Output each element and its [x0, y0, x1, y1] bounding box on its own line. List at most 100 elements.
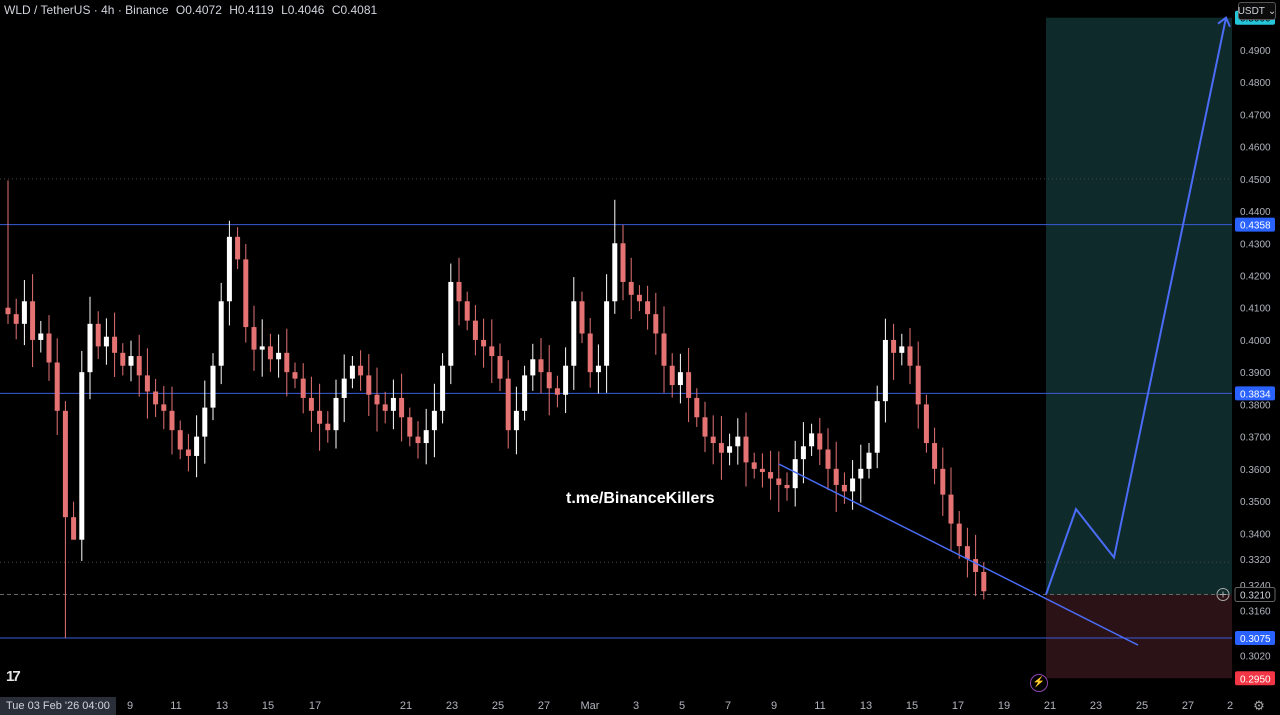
candle-body — [325, 423, 331, 431]
time-tick-label: 17 — [952, 700, 964, 712]
candle-body — [899, 346, 905, 353]
high-value: H0.4119 — [229, 3, 274, 17]
price-tick-label: 0.4400 — [1240, 207, 1271, 218]
stop-zone — [1046, 594, 1232, 679]
price-tick-label: 0.4200 — [1240, 272, 1271, 283]
candle-body — [390, 397, 396, 411]
candle-body — [423, 430, 429, 444]
candle-body — [571, 301, 577, 366]
candle-body — [718, 443, 724, 453]
candle-body — [907, 346, 913, 366]
candle-body — [103, 336, 109, 347]
time-tick-label: 9 — [771, 700, 777, 712]
price-tick-label: 0.4000 — [1240, 336, 1271, 347]
candle-body — [784, 484, 790, 489]
tradingview-logo[interactable]: 17 — [6, 668, 21, 685]
candle-body — [850, 478, 856, 492]
price-tag-label: 0.3075 — [1240, 634, 1271, 645]
candle-body — [759, 468, 765, 473]
candle-body — [833, 468, 839, 485]
candle-body — [858, 468, 864, 479]
currency-selector[interactable]: USDT ⌄ — [1238, 2, 1276, 20]
candle-body — [513, 410, 519, 431]
candle-body — [374, 394, 380, 405]
time-tick-label: 2 — [1227, 700, 1233, 712]
candle-body — [751, 462, 757, 469]
candle-body — [489, 346, 495, 357]
candle-body — [456, 281, 462, 302]
candle-body — [21, 301, 27, 324]
candle-body — [87, 323, 93, 373]
candle-body — [235, 236, 241, 260]
lightning-icon[interactable]: ⚡ — [1030, 674, 1048, 692]
candle-body — [710, 436, 716, 444]
candle-body — [620, 243, 626, 282]
candle-body — [440, 365, 446, 411]
chevron-down-icon: ⌄ — [1267, 5, 1277, 17]
candle-body — [243, 259, 249, 328]
candle-body — [300, 378, 306, 398]
candle-body — [5, 307, 11, 315]
target-zone — [1046, 17, 1232, 595]
candle-body — [95, 323, 101, 347]
candle-body — [79, 372, 85, 540]
candle-body — [366, 375, 372, 395]
candle-body — [686, 372, 692, 398]
time-tick-label: 25 — [492, 700, 504, 712]
candle-body — [251, 327, 257, 350]
candle-body — [636, 294, 642, 302]
candle-body — [538, 359, 544, 373]
price-tag-label: 0.3210 — [1240, 591, 1271, 602]
candle-body — [431, 410, 437, 431]
candle-body — [62, 410, 68, 518]
candle-body — [317, 410, 323, 424]
time-tick-label: 9 — [127, 700, 133, 712]
symbol-header: WLD / TetherUS · 4h · Binance O0.4072 H0… — [4, 3, 381, 17]
candle-body — [677, 372, 683, 386]
candle-body — [358, 365, 364, 376]
candle-body — [554, 388, 560, 395]
price-tick-label: 0.3900 — [1240, 368, 1271, 379]
candle-body — [505, 378, 511, 431]
candle-body — [177, 430, 183, 450]
time-tick-label: Mar — [581, 700, 600, 712]
candle-body — [399, 397, 405, 418]
plus-circle-icon[interactable] — [1216, 588, 1230, 601]
candle-body — [866, 452, 872, 469]
candle-body — [546, 372, 552, 389]
time-tick-label: 21 — [1044, 700, 1056, 712]
gear-icon[interactable]: ⚙ — [1253, 698, 1265, 713]
candle-body — [497, 356, 503, 379]
candle-body — [628, 281, 634, 295]
candle-body — [407, 417, 413, 437]
time-tick-label: 21 — [400, 700, 412, 712]
candle-body — [226, 236, 232, 302]
price-tag — [1235, 671, 1275, 686]
symbol-label[interactable]: WLD / TetherUS · 4h · Binance — [4, 3, 169, 17]
trend-line — [778, 463, 1139, 646]
price-tick-label: 0.4600 — [1240, 143, 1271, 154]
candle-body — [202, 407, 208, 437]
price-tick-label: 0.4900 — [1240, 46, 1271, 57]
candle-body — [30, 301, 36, 340]
time-tick-label: 13 — [216, 700, 228, 712]
candle-body — [964, 546, 970, 560]
time-tick-label: 23 — [1090, 700, 1102, 712]
candle-body — [161, 404, 167, 411]
candle-body — [809, 433, 815, 447]
price-tick-label: 0.3600 — [1240, 465, 1271, 476]
candle-body — [940, 468, 946, 495]
candle-body — [702, 417, 708, 437]
time-tick-label: 25 — [1136, 700, 1148, 712]
candle-body — [694, 397, 700, 418]
candle-body — [210, 365, 216, 408]
price-tick-label: 0.3800 — [1240, 400, 1271, 411]
price-tick-label: 0.3700 — [1240, 433, 1271, 444]
candle-body — [464, 301, 470, 321]
price-tick-label: 0.3160 — [1240, 607, 1271, 618]
candle-body — [136, 356, 142, 376]
candle-body — [13, 314, 19, 324]
candle-body — [153, 391, 159, 405]
